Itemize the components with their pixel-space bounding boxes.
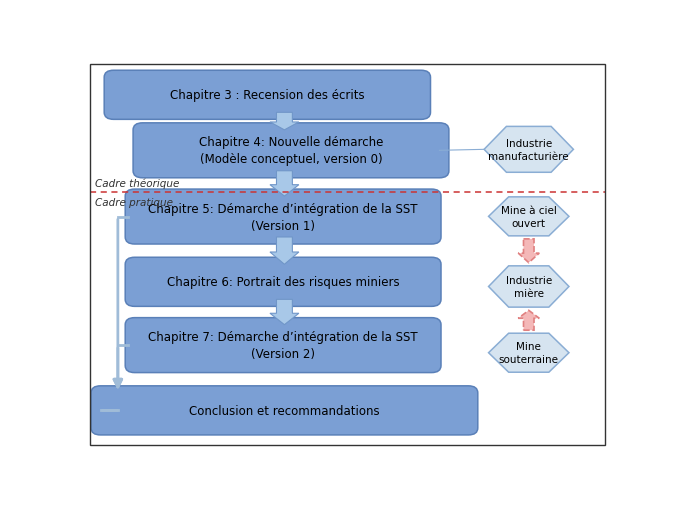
FancyBboxPatch shape: [104, 71, 431, 120]
Text: Chapitre 3 : Recension des écrits: Chapitre 3 : Recension des écrits: [170, 89, 365, 102]
Polygon shape: [270, 113, 299, 131]
FancyBboxPatch shape: [125, 190, 441, 244]
Text: Cadre théorique: Cadre théorique: [95, 178, 180, 188]
Text: Conclusion et recommandations: Conclusion et recommandations: [189, 404, 380, 417]
Text: Chapitre 7: Démarche d’intégration de la SST
(Version 2): Chapitre 7: Démarche d’intégration de la…: [148, 330, 418, 361]
FancyBboxPatch shape: [125, 258, 441, 307]
Polygon shape: [270, 300, 299, 325]
Text: Industrie
manufacturière: Industrie manufacturière: [488, 138, 569, 162]
Polygon shape: [518, 239, 539, 263]
Text: Chapitre 4: Nouvelle démarche
(Modèle conceptuel, version 0): Chapitre 4: Nouvelle démarche (Modèle co…: [199, 136, 383, 166]
Text: Mine à ciel
ouvert: Mine à ciel ouvert: [501, 206, 557, 228]
FancyBboxPatch shape: [125, 318, 441, 373]
FancyBboxPatch shape: [133, 124, 449, 178]
Text: Cadre pratique: Cadre pratique: [95, 197, 174, 208]
Polygon shape: [489, 333, 569, 373]
Text: Chapitre 5: Démarche d’intégration de la SST
(Version 1): Chapitre 5: Démarche d’intégration de la…: [148, 202, 418, 232]
Polygon shape: [489, 197, 569, 236]
Polygon shape: [270, 171, 299, 196]
FancyBboxPatch shape: [91, 386, 478, 435]
Text: Chapitre 6: Portrait des risques miniers: Chapitre 6: Portrait des risques miniers: [167, 276, 399, 289]
Polygon shape: [484, 127, 574, 173]
Polygon shape: [270, 237, 299, 265]
Text: Industrie
mière: Industrie mière: [506, 275, 552, 298]
Polygon shape: [518, 311, 539, 331]
Text: Mine
souterraine: Mine souterraine: [499, 341, 559, 365]
Polygon shape: [489, 266, 569, 308]
